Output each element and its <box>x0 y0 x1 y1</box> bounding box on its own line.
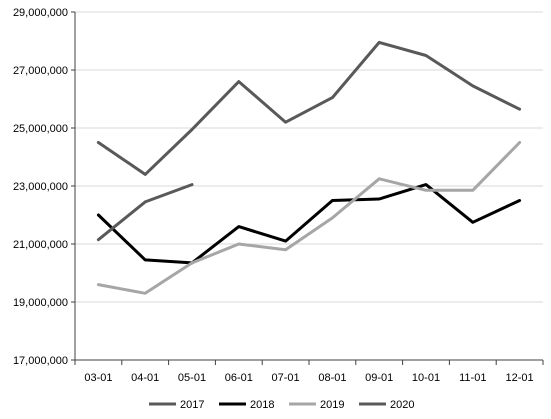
legend-label: 2020 <box>390 399 414 411</box>
y-tick-label: 29,000,000 <box>13 7 68 19</box>
x-tick-label: 11-01 <box>459 372 486 384</box>
y-tick-label: 17,000,000 <box>13 355 68 367</box>
x-tick-label: 06-01 <box>225 372 253 384</box>
legend-item-2019: 2019 <box>289 399 344 411</box>
y-tick-label: 23,000,000 <box>13 181 68 193</box>
x-tick-label: 05-01 <box>178 372 206 384</box>
legend-label: 2018 <box>250 399 274 411</box>
series-line-2017 <box>96 40 522 176</box>
series-line-2018 <box>96 183 522 265</box>
y-axis-tick-labels: 17,000,000 19,000,000 21,000,000 23,000,000… <box>13 7 68 367</box>
legend-label: 2019 <box>320 399 344 411</box>
y-tick-label: 25,000,000 <box>13 123 68 135</box>
legend-item-2017: 2017 <box>149 399 204 411</box>
x-tick-label: 08-01 <box>318 372 346 384</box>
x-tick-label: 12-01 <box>506 372 534 384</box>
legend-item-2018: 2018 <box>219 399 274 411</box>
legend-item-2020: 2020 <box>359 399 414 411</box>
y-tick-label: 21,000,000 <box>13 239 68 251</box>
y-tick-label: 27,000,000 <box>13 65 68 77</box>
legend-label: 2017 <box>180 399 204 411</box>
series-lines <box>96 40 522 295</box>
y-tick-label: 19,000,000 <box>13 297 68 309</box>
legend: 2017 2018 2019 2020 <box>149 399 414 411</box>
series-line-2020 <box>96 183 194 242</box>
gridlines <box>75 11 543 303</box>
x-tick-label: 03-01 <box>84 372 112 384</box>
x-axis-tick-labels: 03-01 04-01 05-01 06-01 07-01 08-01 09-01 10-01… <box>84 372 533 384</box>
axes <box>71 11 544 365</box>
x-tick-label: 09-01 <box>365 372 393 384</box>
x-tick-label: 10-01 <box>412 372 440 384</box>
x-tick-label: 07-01 <box>272 372 300 384</box>
series-line-2019 <box>96 141 522 295</box>
x-tick-label: 04-01 <box>131 372 159 384</box>
